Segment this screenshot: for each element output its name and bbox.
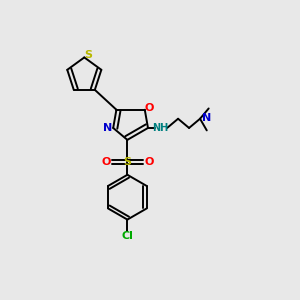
- Text: O: O: [101, 157, 111, 167]
- Text: S: S: [123, 157, 131, 167]
- Text: N: N: [103, 123, 112, 133]
- Text: O: O: [144, 103, 154, 113]
- Text: S: S: [84, 50, 92, 60]
- Text: NH: NH: [152, 123, 169, 133]
- Text: N: N: [202, 113, 211, 123]
- Text: O: O: [144, 157, 154, 167]
- Text: Cl: Cl: [122, 231, 133, 241]
